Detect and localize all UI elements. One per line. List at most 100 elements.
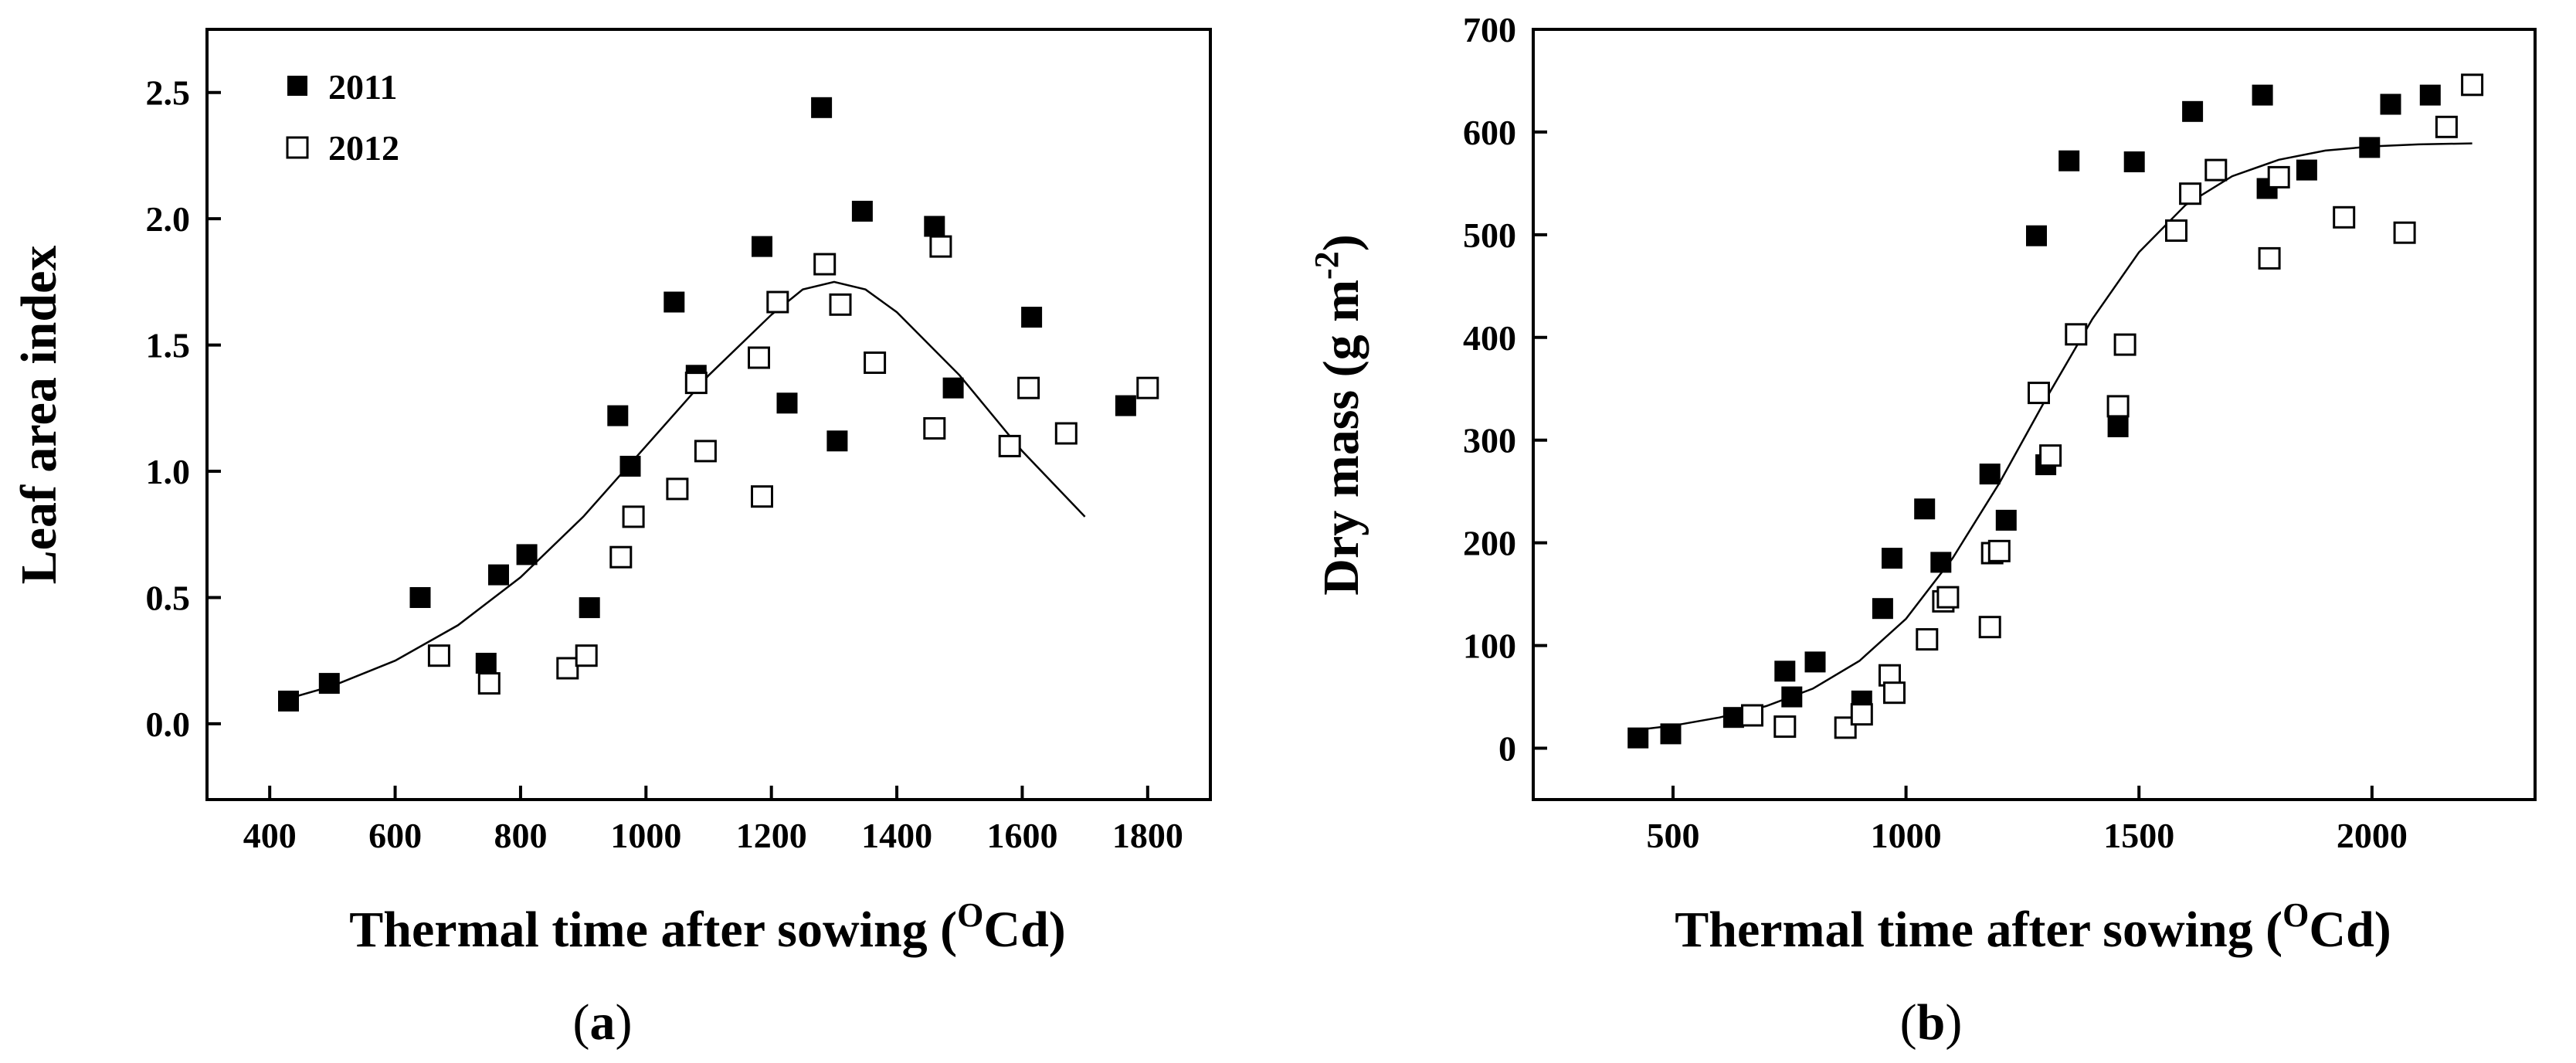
fit-curve-b [1638,142,2472,731]
point-a-2012-19 [1054,422,1078,445]
y-tick-label-b-7: 700 [1463,10,1516,49]
point-a-2012-17 [998,434,1021,457]
point-b-2011-10 [1930,552,1952,573]
point-b-2011-16 [2107,416,2129,437]
point-a-2012-6 [684,372,708,395]
x-tick-label-b-2: 1500 [2103,816,2174,855]
y-axis-title-a: Leaf area index [11,246,67,585]
point-a-2012-5 [622,505,645,528]
point-b-2012-14 [2065,323,2088,346]
y-tick-label-b-2: 200 [1463,524,1516,563]
point-a-2012-12 [813,253,837,276]
x-tick-label-a-5: 1400 [861,816,932,855]
x-tick-label-b-1: 1000 [1871,816,1942,855]
x-tick-label-a-7: 1800 [1112,816,1183,855]
point-a-2011-6 [579,597,600,619]
point-b-2012-8 [1936,586,1960,609]
point-b-2012-24 [2435,115,2458,138]
panel-b: 500 1000 1500 2000 0 100 200 300 400 500 600 700 Dr… [1308,10,2537,1051]
point-b-2011-18 [2182,100,2204,122]
point-a-2011-8 [619,456,641,477]
point-b-2011-22 [2359,137,2381,158]
point-a-2011-15 [851,200,873,222]
point-a-2011-5 [516,544,538,565]
y-axis-title-end-b: ) [1313,234,1369,251]
point-a-2012-20 [1136,376,1159,399]
point-b-2011-23 [2380,93,2401,115]
y-axis-title-b: Dry mass (g m-2) [1308,234,1369,595]
legend-marker-2012 [286,136,309,159]
point-b-2012-1 [1773,715,1797,739]
y-tick-label-a-4: 2.0 [146,199,191,239]
point-a-2012-16 [929,235,952,258]
point-b-2012-22 [2333,205,2356,229]
point-a-2011-13 [811,97,833,118]
point-a-2012-3 [575,644,598,667]
x-axis-title-unit-b: Cd) [2309,902,2391,958]
y-tick-label-b-3: 300 [1463,421,1516,460]
x-axis-title-text-a: Thermal time after sowing ( [349,902,957,958]
x-axis-title-unit-a: Cd) [983,902,1065,958]
y-tick-label-a-0: 0.0 [146,705,191,744]
point-b-2012-18 [2179,182,2202,205]
point-a-2011-12 [776,392,798,414]
point-b-2012-0 [1741,704,1763,727]
point-a-2011-7 [607,405,629,426]
point-a-2011-0 [278,691,299,711]
y-tick-label-a-5: 2.5 [146,73,191,113]
x-tick-label-a-0: 400 [243,816,297,855]
point-b-2011-8 [1882,548,1902,569]
y-axis-title-text-b: Dry mass (g m [1313,280,1369,596]
point-b-2012-6 [1916,628,1939,651]
point-a-2012-13 [829,293,852,316]
legend-label-2011: 2011 [328,67,397,107]
y-tick-label-a-1: 0.5 [146,578,191,617]
point-b-2011-7 [1872,598,1893,620]
y-tick-label-a-2: 1.0 [146,452,191,491]
point-b-2011-0 [1627,727,1649,749]
x-tick-label-a-4: 1200 [736,816,807,855]
y-tick-label-b-6: 600 [1463,113,1516,152]
point-a-2011-14 [826,430,848,452]
fit-curve-a [288,280,1086,700]
point-b-2011-2 [1722,707,1744,728]
y-tick-label-b-1: 100 [1463,627,1516,666]
legend-marker-2011 [287,76,307,96]
point-a-2011-18 [1021,307,1043,328]
point-b-2012-5 [1883,681,1906,705]
y-tick-label-b-5: 500 [1463,216,1516,255]
point-b-2012-11 [1987,539,2011,562]
point-b-2011-5 [1804,651,1826,673]
point-a-2012-4 [609,545,633,569]
point-b-2012-12 [2028,382,2050,405]
point-b-2011-9 [1914,498,1936,520]
point-a-2012-2 [556,657,579,680]
x-tick-label-a-6: 1600 [986,816,1057,855]
point-b-2011-17 [2123,151,2145,172]
point-b-2011-15 [2058,150,2080,172]
plot-frame-a [205,28,1212,801]
point-a-2012-11 [766,290,789,314]
x-tick-label-a-1: 600 [368,816,422,855]
x-tick-label-b-0: 500 [1646,816,1699,855]
x-axis-title-a: Thermal time after sowing (OCd) [349,896,1066,958]
point-b-2011-4 [1781,686,1803,708]
point-a-2012-15 [923,417,946,440]
x-axis-title-text-b: Thermal time after sowing ( [1675,902,2282,958]
point-a-2011-2 [409,587,431,608]
point-b-2012-3 [1850,703,1873,726]
point-b-2011-12 [1995,509,2017,531]
panel-label-a-letter: a [590,994,616,1051]
point-a-2012-8 [666,477,689,501]
y-tick-label-a-3: 1.5 [146,326,191,365]
y-axis-title-sup-b: -2 [1308,251,1346,280]
x-axis-title-sup-b: O [2282,896,2309,934]
point-a-2011-17 [942,377,964,399]
point-a-2011-3 [475,653,497,674]
x-tick-label-a-2: 800 [494,816,547,855]
point-b-2012-21 [2267,165,2290,188]
legend: 2011 2012 [286,67,399,168]
point-b-2012-23 [2393,221,2416,244]
point-b-2012-25 [2461,73,2484,97]
y-tick-label-b-4: 400 [1463,318,1516,358]
